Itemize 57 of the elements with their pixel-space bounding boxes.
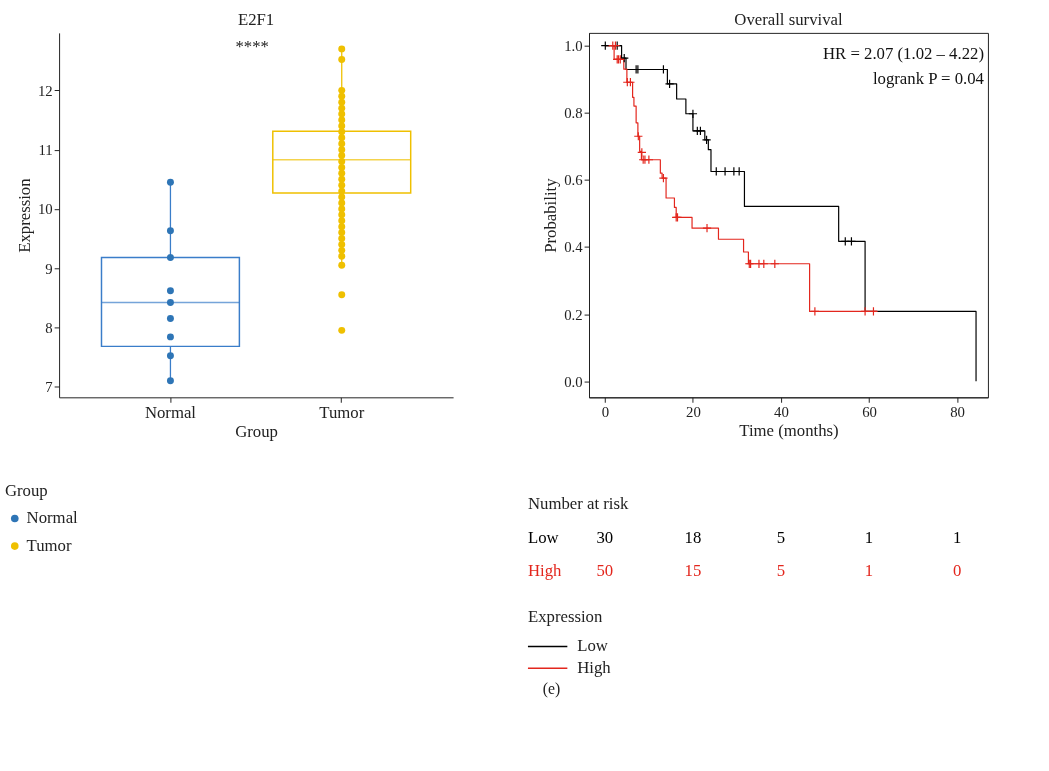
point xyxy=(664,79,675,89)
text: Number at risk xyxy=(527,493,629,513)
text: High xyxy=(527,560,563,580)
chart-title: Overall survival xyxy=(734,10,843,30)
y-tick-label: 0.4 xyxy=(564,239,584,256)
point xyxy=(637,147,647,158)
x-tick-label: Tumor xyxy=(319,402,365,422)
x-tick-label: 20 xyxy=(686,403,701,420)
chart-title: E2F1 xyxy=(237,10,275,30)
y-tick-label: 12 xyxy=(37,82,53,99)
annotation: HR = 2.07 (1.02 – 4.22) xyxy=(823,44,984,64)
text: Low xyxy=(527,528,560,548)
annotation: logrank P = 0.04 xyxy=(872,69,985,89)
point xyxy=(860,306,870,317)
text: (e) xyxy=(542,679,561,698)
x-tick-label: Normal xyxy=(144,402,197,422)
x-axis-title: Time (months) xyxy=(739,421,839,441)
point xyxy=(702,223,712,233)
y-axis-title: Expression xyxy=(15,177,35,253)
x-tick-label: 60 xyxy=(862,403,877,420)
y-tick-label: 0.6 xyxy=(564,172,583,189)
y-tick-label: 9 xyxy=(45,260,53,277)
legend-label: Tumor xyxy=(26,535,72,555)
text: 1 xyxy=(864,560,874,580)
y-tick-label: 1.0 xyxy=(564,38,583,55)
legend-label: Normal xyxy=(26,508,79,528)
text: 0 xyxy=(952,560,962,580)
legend-label: High xyxy=(577,658,612,678)
y-tick-label: 10 xyxy=(37,201,53,218)
text: 1 xyxy=(952,528,962,548)
x-axis-title: Group xyxy=(235,422,278,442)
text: 18 xyxy=(684,528,702,548)
point xyxy=(688,109,698,119)
point xyxy=(810,306,820,317)
point xyxy=(644,155,654,165)
x-tick-label: 80 xyxy=(950,403,965,420)
text: 50 xyxy=(596,560,614,580)
text: 5 xyxy=(776,560,786,580)
text: 5 xyxy=(776,528,786,548)
text: 15 xyxy=(684,560,702,580)
legend-title: Expression xyxy=(527,606,603,626)
text: 1 xyxy=(864,528,874,548)
text: 30 xyxy=(596,528,614,548)
point xyxy=(619,53,629,63)
x-tick-label: 0 xyxy=(601,403,610,420)
y-tick-label: 0.2 xyxy=(564,306,583,323)
legend-title: Group xyxy=(4,480,48,500)
y-tick-label: 7 xyxy=(45,379,53,396)
y-tick-label: 0.8 xyxy=(564,105,583,122)
legend-label: Low xyxy=(577,636,609,656)
point xyxy=(701,135,712,145)
y-tick-label: 0.0 xyxy=(564,373,583,390)
y-axis-title: Probability xyxy=(541,177,561,253)
y-tick-label: 11 xyxy=(38,142,53,159)
annotation: **** xyxy=(235,36,269,56)
y-tick-label: 8 xyxy=(45,319,53,336)
x-tick-label: 40 xyxy=(774,403,789,420)
